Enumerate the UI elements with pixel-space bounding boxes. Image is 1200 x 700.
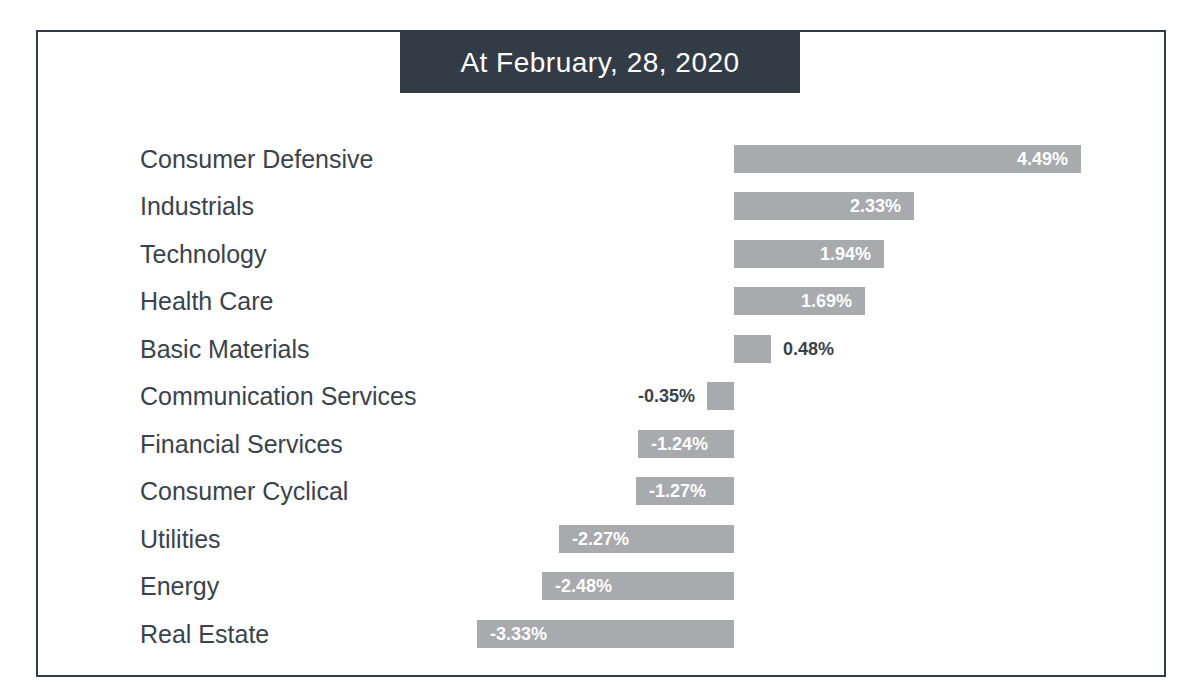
bar: -2.27%	[559, 525, 734, 553]
category-label: Utilities	[140, 525, 221, 553]
bar: 1.69%	[734, 287, 865, 315]
bar: -3.33%	[477, 620, 734, 648]
bar: 1.94%	[734, 240, 884, 268]
value-label: -1.27%	[649, 481, 706, 502]
category-label: Consumer Defensive	[140, 145, 373, 173]
category-label: Financial Services	[140, 430, 343, 458]
category-label: Basic Materials	[140, 335, 310, 363]
category-label: Consumer Cyclical	[140, 477, 348, 505]
bar: -2.48%	[542, 572, 734, 600]
bar-chart-plot: Consumer Defensive 4.49% Industrials 2.33% T…	[38, 32, 1164, 675]
category-label: Real Estate	[140, 620, 269, 648]
value-label: 1.94%	[820, 244, 871, 265]
value-label: 1.69%	[801, 291, 852, 312]
category-label: Technology	[140, 240, 266, 268]
bar: 2.33%	[734, 192, 914, 220]
bar	[707, 382, 734, 410]
category-label: Health Care	[140, 287, 273, 315]
bar: -1.27%	[636, 477, 734, 505]
value-label: 0.48%	[783, 335, 834, 363]
value-label: -2.48%	[555, 576, 612, 597]
value-label: -1.24%	[651, 434, 708, 455]
bar: 4.49%	[734, 145, 1081, 173]
value-label: -3.33%	[490, 624, 547, 645]
value-label: 2.33%	[850, 196, 901, 217]
category-label: Energy	[140, 572, 219, 600]
value-label: 4.49%	[1017, 149, 1068, 170]
chart-frame: At February, 28, 2020 Consumer Defensive…	[36, 30, 1166, 677]
category-label: Communication Services	[140, 382, 417, 410]
category-label: Industrials	[140, 192, 254, 220]
bar: -1.24%	[638, 430, 734, 458]
value-label: -2.27%	[572, 529, 629, 550]
value-label: -0.35%	[638, 382, 695, 410]
bar	[734, 335, 771, 363]
